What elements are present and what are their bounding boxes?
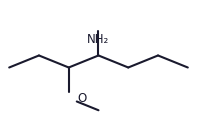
Text: NH₂: NH₂ bbox=[87, 33, 110, 46]
Text: O: O bbox=[77, 92, 86, 105]
